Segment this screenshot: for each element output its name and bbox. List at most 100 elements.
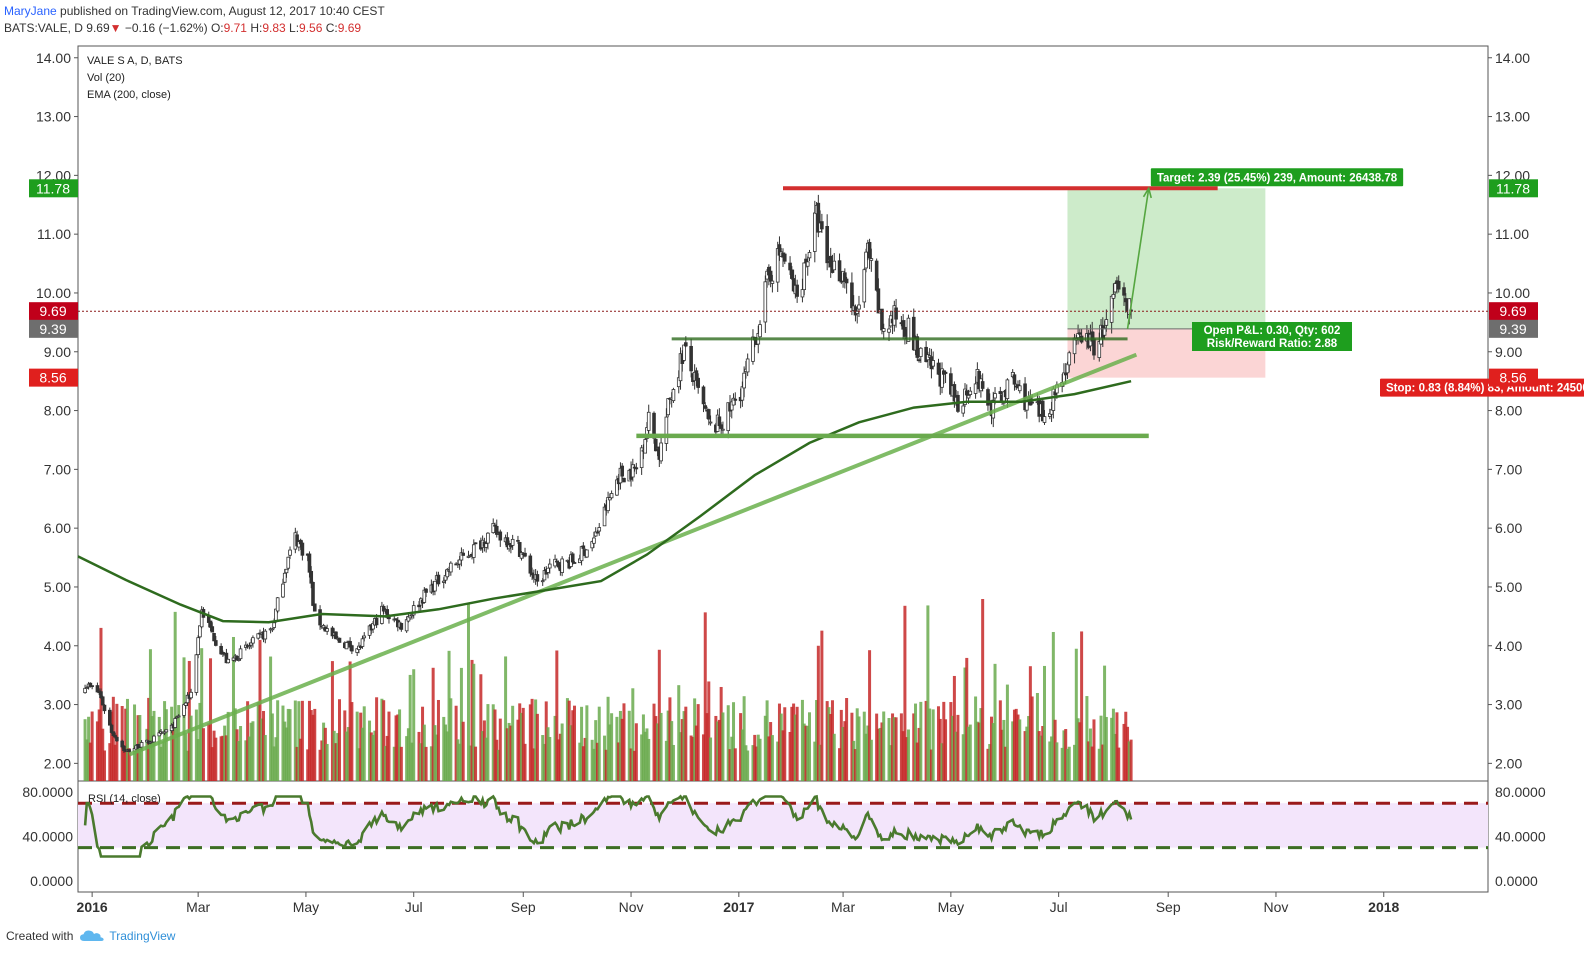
volume-bar: [1092, 719, 1096, 781]
last-price-badge-right-box: [1489, 302, 1538, 321]
volume-bar: [113, 744, 117, 781]
rsi-line: [83, 794, 1133, 858]
tradingview-link[interactable]: TradingView: [79, 929, 175, 943]
rsi-tick-label-left: 80.0000: [22, 784, 73, 800]
volume-bar: [776, 741, 780, 781]
volume-bar: [454, 705, 458, 781]
candle-body: [917, 359, 921, 362]
volume-bar: [744, 745, 748, 781]
volume-bar: [968, 724, 972, 781]
time-tick-label: Nov: [1264, 899, 1289, 915]
volume-bar: [1067, 746, 1071, 781]
price-tick-label-right: 3.00: [1495, 697, 1522, 713]
volume-bar: [770, 735, 774, 781]
volume-bar: [546, 727, 550, 781]
candle-body: [553, 558, 557, 567]
volume-bar: [274, 737, 278, 781]
candle: [173, 717, 177, 729]
chart-header: MaryJane published on TradingView.com, A…: [4, 3, 385, 37]
candle-body: [876, 288, 881, 314]
volume-bar: [408, 674, 412, 781]
price-tick-label-right: 6.00: [1495, 520, 1522, 536]
volume-bar: [535, 713, 539, 781]
candle-body: [880, 308, 884, 331]
price-tick-label-left: 10.00: [36, 285, 71, 301]
published-text: published on TradingView.com, August 12,…: [60, 4, 385, 18]
candle-body: [973, 383, 978, 394]
volume-bar: [793, 714, 797, 781]
candle-body: [768, 270, 773, 282]
candle-body: [622, 477, 626, 483]
candle-body: [535, 574, 540, 582]
volume-bar: [532, 748, 536, 781]
volume-bar: [767, 736, 771, 781]
volume-bar: [412, 669, 416, 781]
candle: [210, 622, 215, 633]
candle-body: [1111, 294, 1116, 299]
price-tick-label-left: 9.00: [44, 344, 71, 360]
volume-bar: [360, 727, 364, 781]
volume-bar: [606, 696, 610, 781]
volume-bar: [917, 727, 921, 781]
entry-price-badge-right: 9.39: [1499, 321, 1526, 337]
volume-bar: [505, 728, 509, 781]
candle-body: [471, 544, 476, 558]
candle-body: [498, 531, 503, 541]
price-tick-label-left: 6.00: [44, 520, 71, 536]
volume-bar: [424, 746, 428, 781]
volume-bar: [742, 696, 746, 781]
ascending-trendline: [128, 352, 1138, 757]
price-tick-label-right: 7.00: [1495, 461, 1522, 477]
candle: [795, 279, 799, 303]
volume-bar: [1111, 708, 1115, 781]
candle-body: [666, 398, 670, 416]
candle-body: [881, 328, 886, 332]
volume-bar: [336, 733, 340, 781]
volume-bar: [641, 714, 645, 781]
volume-bar: [832, 733, 836, 781]
volume-bar: [338, 699, 342, 781]
volume-bar: [763, 715, 767, 781]
volume-bar: [839, 709, 843, 781]
candle-body: [1067, 352, 1072, 366]
candle-body: [919, 347, 923, 357]
candle-body: [770, 280, 775, 284]
volume-bar: [194, 709, 198, 781]
volume-bar: [306, 749, 310, 781]
volume-bar: [792, 703, 796, 781]
volume-bar: [838, 748, 842, 781]
author-link[interactable]: MaryJane: [4, 4, 57, 18]
volume-bar: [716, 721, 720, 781]
volume-bar: [233, 708, 237, 781]
volume-bar: [387, 711, 391, 781]
volume-bar: [1002, 719, 1006, 781]
candle: [399, 622, 404, 632]
rsi-tick-label-left: 40.0000: [22, 829, 73, 845]
candle: [881, 323, 886, 340]
candle: [862, 267, 867, 308]
volume-bar: [754, 746, 758, 781]
volume-bar: [1127, 741, 1131, 781]
volume-bar: [534, 699, 538, 781]
volume-bar: [1050, 736, 1054, 781]
volume-bar: [864, 733, 868, 781]
candle: [696, 373, 700, 394]
volume-bar: [677, 685, 681, 781]
volume-bar: [882, 711, 886, 781]
price-tick-label-left: 7.00: [44, 461, 71, 477]
price-tick-label-left: 14.00: [36, 50, 71, 66]
time-tick-label: Mar: [831, 899, 855, 915]
volume-bar: [963, 667, 967, 781]
volume-bar: [369, 732, 373, 781]
target-label: Target: 2.39 (25.45%) 239, Amount: 26438…: [1150, 168, 1404, 187]
candle-body: [721, 428, 725, 431]
candle-body: [788, 262, 792, 271]
last-price: 9.69: [86, 21, 110, 35]
candle: [763, 275, 768, 333]
volume-bar: [323, 727, 327, 781]
high-value: 9.83: [262, 21, 286, 35]
volume-bar: [703, 612, 707, 781]
volume-bar: [891, 713, 895, 781]
candle-body: [486, 532, 490, 544]
